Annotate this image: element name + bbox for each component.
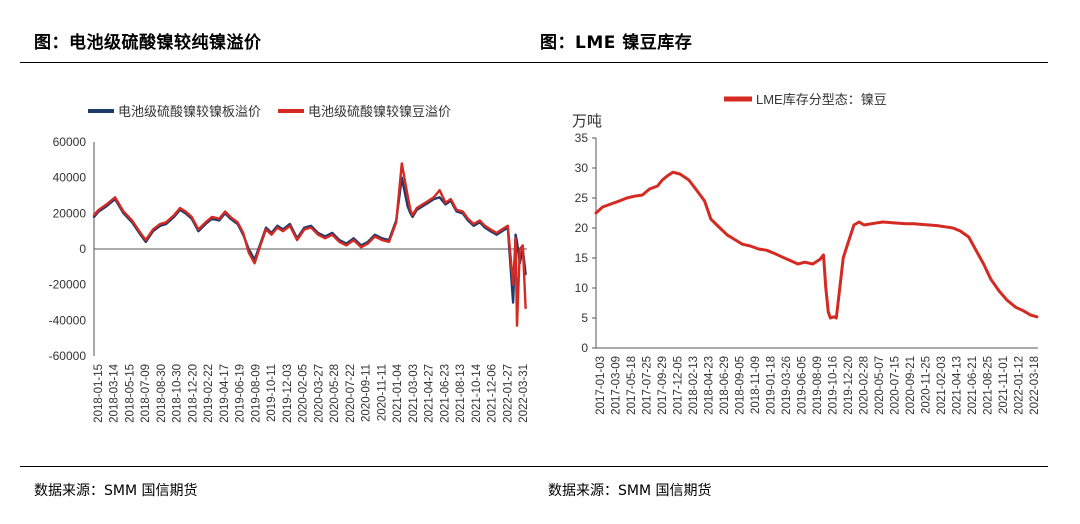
x-tick-label: 2021-03-03 [408, 364, 420, 423]
x-tick-label: 2020-02-05 [298, 364, 310, 423]
left-y-axis: 60000 40000 20000 0 -20000 -40000 -60000 [49, 135, 527, 363]
x-tick-label: 2019-08-09 [812, 356, 824, 415]
x-tick-label: 2022-01-12 [1014, 356, 1026, 415]
x-tick-label: 2021-01-04 [392, 363, 404, 422]
y-tick-label: 25 [575, 191, 589, 205]
x-tick-label: 2020-09-21 [905, 356, 917, 415]
x-tick-label: 2018-10-30 [172, 364, 184, 423]
x-tick-label: 2019-02-22 [203, 364, 215, 423]
x-tick-label: 2021-02-03 [936, 356, 948, 415]
x-tick-label: 2019-06-05 [797, 356, 809, 415]
x-tick-label: 2020-03-27 [313, 364, 325, 423]
y-tick-label: 0 [79, 242, 86, 256]
x-tick-label: 2018-05-15 [124, 364, 136, 423]
x-tick-label: 2018-07-09 [140, 364, 152, 423]
y-tick-label: 60000 [53, 135, 87, 149]
x-tick-label: 2017-01-03 [595, 356, 607, 415]
right-chart-title: 图：LME 镍豆库存 [540, 33, 693, 53]
y-tick-label: 30 [575, 161, 589, 175]
right-x-axis: 2017-01-03 2017-03-09 2017-05-18 2017-07-25… [595, 356, 1041, 415]
legend-label-nickel-plate: 电池级硫酸镍较镍板溢价 [118, 104, 261, 119]
legend-label-nickel-bean: 电池级硫酸镍较镍豆溢价 [308, 104, 451, 119]
x-tick-label: 2021-04-13 [952, 356, 964, 415]
x-tick-label: 2020-11-11 [376, 364, 388, 421]
x-tick-label: 2019-03-26 [781, 356, 793, 415]
x-tick-label: 2019-01-18 [766, 356, 778, 415]
x-tick-label: 2018-08-30 [156, 364, 168, 423]
x-tick-label: 2019-06-19 [235, 364, 247, 423]
x-tick-label: 2017-12-05 [673, 356, 685, 415]
top-divider [20, 62, 1048, 63]
series-line-0 [92, 176, 527, 304]
x-tick-label: 2019-04-17 [219, 364, 231, 423]
x-tick-label: 2021-06-21 [967, 356, 979, 415]
x-tick-label: 2018-01-15 [93, 364, 105, 423]
right-y-axis-unit: 万吨 [572, 113, 602, 130]
y-tick-label: -40000 [49, 313, 87, 327]
x-tick-label: 2021-12-06 [487, 364, 499, 423]
series-line-1 [92, 162, 527, 327]
x-tick-label: 2019-10-11 [266, 364, 278, 422]
left-series-group [92, 162, 527, 327]
x-tick-label: 2019-12-03 [282, 364, 294, 423]
x-tick-label: 2021-11-01 [998, 356, 1010, 414]
x-tick-label: 2020-11-25 [921, 356, 933, 414]
x-tick-label: 2021-08-25 [983, 356, 995, 415]
x-tick-label: 2018-11-09 [750, 356, 762, 414]
y-tick-label: 10 [575, 281, 589, 295]
x-tick-label: 2018-06-29 [719, 356, 731, 415]
bottom-divider [20, 466, 1048, 467]
x-tick-label: 2019-08-09 [250, 364, 262, 423]
x-tick-label: 2021-06-23 [439, 364, 451, 423]
y-tick-label: 15 [575, 251, 589, 265]
x-tick-label: 2020-09-11 [361, 364, 373, 422]
x-tick-label: 2019-12-20 [843, 356, 855, 415]
legend-label-lme-nickel-bean: LME库存分型态：镍豆 [756, 92, 887, 107]
right-chart-legend: LME库存分型态：镍豆 [724, 92, 887, 107]
y-tick-label: 40000 [53, 171, 87, 185]
y-tick-label: 0 [581, 341, 588, 355]
x-tick-label: 2017-07-25 [642, 356, 654, 415]
x-tick-label: 2020-07-15 [890, 356, 902, 415]
x-tick-label: 2018-04-23 [704, 356, 716, 415]
y-tick-label: 20000 [53, 206, 87, 220]
left-chart-title: 图：电池级硫酸镍较纯镍溢价 [34, 33, 262, 53]
y-tick-label: 5 [581, 311, 588, 325]
x-tick-label: 2022-03-31 [518, 364, 530, 423]
x-tick-label: 2021-04-27 [424, 364, 436, 423]
x-tick-label: 2019-10-16 [828, 356, 840, 415]
y-tick-label: -60000 [49, 349, 87, 363]
left-source-note: 数据来源：SMM 国信期货 [34, 483, 198, 499]
right-source-note: 数据来源：SMM 国信期货 [548, 483, 712, 499]
y-tick-label: 35 [575, 131, 589, 145]
x-tick-label: 2018-02-13 [688, 356, 700, 415]
left-x-axis: 2018-01-15 2018-03-14 2018-05-15 2018-07-09… [93, 363, 530, 422]
x-tick-label: 2018-12-20 [187, 364, 199, 423]
y-tick-label: -20000 [49, 278, 87, 292]
right-series-group [594, 170, 1039, 320]
x-tick-label: 2020-07-22 [345, 364, 357, 423]
x-tick-label: 2017-05-18 [626, 356, 638, 415]
x-tick-label: 2018-09-05 [735, 356, 747, 415]
left-chart-legend: 电池级硫酸镍较镍板溢价 电池级硫酸镍较镍豆溢价 [88, 104, 451, 119]
x-tick-label: 2017-03-09 [611, 356, 623, 415]
x-tick-label: 2021-08-13 [455, 364, 467, 423]
x-tick-label: 2017-09-29 [657, 356, 669, 415]
series-line-0 [594, 170, 1039, 320]
x-tick-label: 2022-03-18 [1029, 356, 1041, 415]
x-tick-label: 2020-05-28 [329, 364, 341, 423]
x-tick-label: 2021-10-14 [471, 363, 483, 422]
x-tick-label: 2020-02-28 [859, 356, 871, 415]
y-tick-label: 20 [575, 221, 589, 235]
right-y-axis: 0 5 10 15 20 25 30 35 [575, 131, 1038, 355]
x-tick-label: 2018-03-14 [109, 363, 121, 422]
x-tick-label: 2022-01-27 [502, 364, 514, 423]
x-tick-label: 2020-05-07 [874, 356, 886, 415]
